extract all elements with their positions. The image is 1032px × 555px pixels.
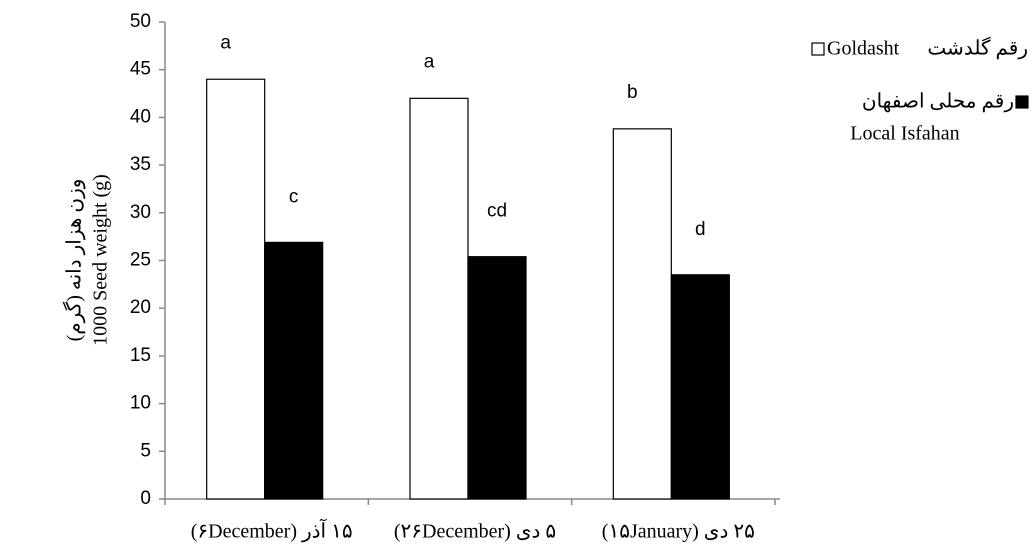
bar-letter: d xyxy=(695,219,706,240)
legend-label: رقم محلی اصفهان xyxy=(862,91,1014,113)
x-tick-label: ۵ دی (۲۶December) xyxy=(394,521,556,543)
y-tick-label: 5 xyxy=(140,440,151,461)
y-tick-label: 20 xyxy=(130,297,151,318)
bar-letter: c xyxy=(289,186,299,207)
y-tick-label: 35 xyxy=(130,154,151,175)
y-tick-label: 50 xyxy=(130,11,151,32)
legend-swatch xyxy=(1015,95,1029,109)
y-tick-label: 15 xyxy=(130,345,151,366)
legend-label: رقم گلدشت xyxy=(927,37,1028,60)
bar xyxy=(409,97,469,500)
y-tick-label: 30 xyxy=(130,202,151,223)
bar xyxy=(467,256,527,500)
y-tick-label: 10 xyxy=(130,393,151,414)
y-axis-label: 1000 Seed weight (g) xyxy=(90,174,112,346)
bar xyxy=(612,128,672,500)
bar-letter: a xyxy=(220,32,231,53)
bar-letter: a xyxy=(424,51,435,72)
y-tick-label: 0 xyxy=(140,488,151,509)
y-axis-label-fa: وزن هزار دانه (گرم) xyxy=(63,179,86,342)
bar xyxy=(670,274,730,500)
bar xyxy=(264,241,324,500)
bar-letter: cd xyxy=(487,201,507,222)
legend-label-en: Local Isfahan xyxy=(850,123,959,145)
legend-swatch xyxy=(811,42,825,56)
y-tick-label: 45 xyxy=(130,59,151,80)
x-tick-label: ۲۵ دی (۱۵January) xyxy=(602,521,755,543)
bar-letter: b xyxy=(627,82,638,103)
y-tick-label: 25 xyxy=(130,250,151,271)
bar xyxy=(206,78,266,500)
legend-label-en: Goldasht xyxy=(827,38,900,60)
y-tick-label: 40 xyxy=(130,106,151,127)
x-tick-label: ۱۵ آذر (۶December) xyxy=(191,519,353,543)
